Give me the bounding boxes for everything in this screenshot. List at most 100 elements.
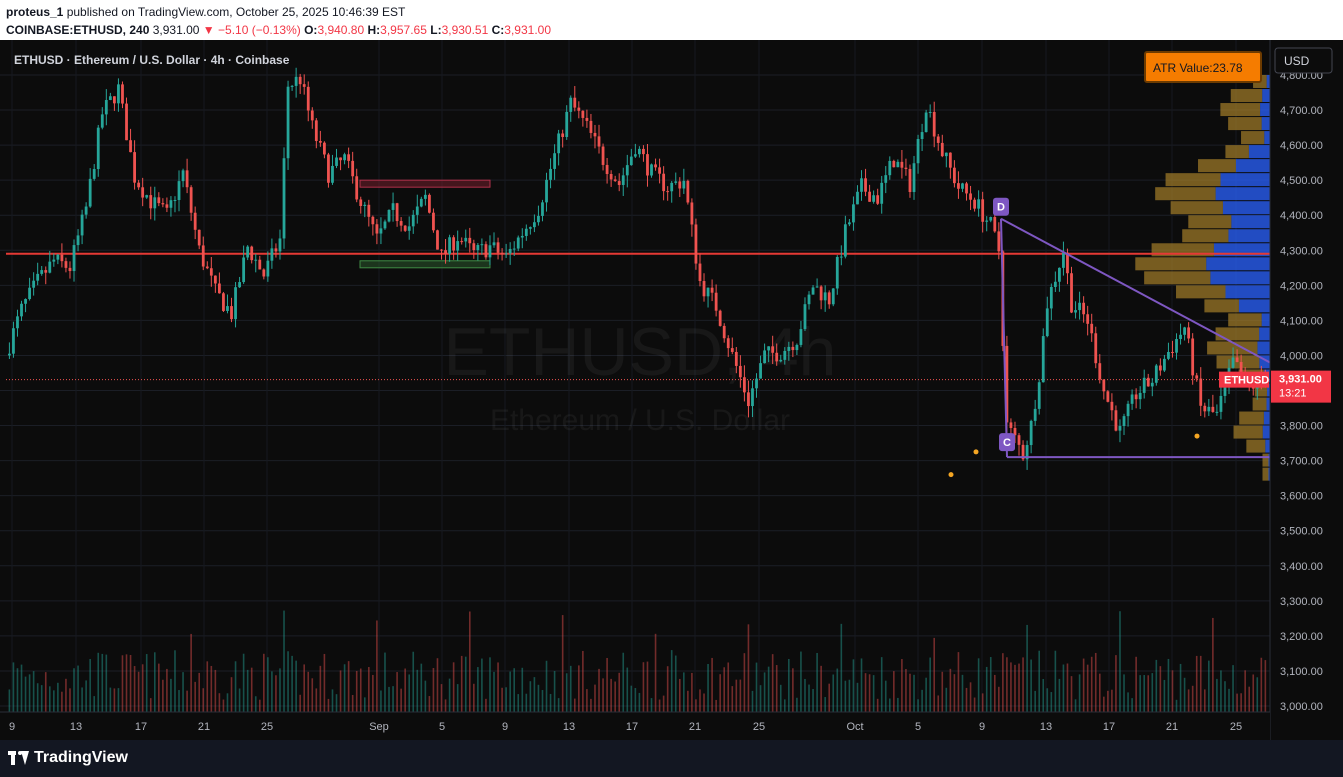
currency-button[interactable]	[1274, 47, 1333, 74]
volume-bar	[473, 683, 475, 712]
watermark-symbol: ETHUSD, 4h	[444, 314, 837, 390]
low-value: 3,930.51	[441, 23, 489, 37]
candle	[613, 179, 617, 182]
volume-bar	[1131, 698, 1133, 712]
volume-bar	[347, 661, 350, 712]
candle	[965, 183, 968, 194]
candle	[32, 280, 36, 288]
volume-bar	[1240, 693, 1242, 712]
volume-bar	[747, 624, 750, 712]
candle	[387, 209, 391, 222]
candle	[843, 224, 847, 257]
volume-bar	[1212, 617, 1214, 712]
candle	[80, 214, 84, 236]
volume-bar	[925, 677, 927, 712]
y-tick-label: 3,800.00	[1280, 421, 1323, 433]
volume-bar	[133, 666, 136, 712]
candle	[230, 306, 233, 320]
candle	[100, 114, 104, 128]
volume-bar	[460, 655, 463, 712]
candle	[1138, 392, 1142, 400]
profile-bar-down	[1230, 89, 1263, 103]
candle	[944, 152, 948, 157]
volume-bar	[271, 671, 273, 712]
volume-bar	[1260, 657, 1263, 712]
volume-bar	[565, 673, 568, 712]
candle	[44, 270, 48, 273]
volume-bar	[949, 668, 952, 712]
candle	[581, 110, 585, 118]
candle	[242, 257, 246, 283]
candle	[1090, 323, 1094, 334]
volume-bar	[218, 693, 221, 712]
candle	[165, 204, 169, 208]
time-axis[interactable]	[0, 712, 1270, 740]
x-tick-label: 17	[1103, 721, 1115, 733]
candle	[201, 245, 205, 267]
candlesticks[interactable]	[8, 67, 1267, 470]
candle	[153, 197, 157, 209]
currency-label[interactable]: USD	[1284, 54, 1310, 68]
volume-bar	[909, 673, 911, 712]
volume-bar	[1232, 665, 1234, 712]
candle	[28, 287, 31, 300]
candle	[593, 132, 597, 137]
candle	[803, 304, 807, 330]
chart-canvas[interactable]: ETHUSD, 4h Ethereum / U.S. Dollar DC 4,8…	[0, 40, 1343, 740]
candle	[197, 229, 201, 246]
candle	[250, 246, 254, 261]
candle	[1167, 351, 1170, 359]
candle	[1175, 338, 1178, 353]
volume-bar	[1143, 675, 1146, 712]
candle	[908, 168, 912, 193]
x-tick-label: 25	[1230, 721, 1242, 733]
volume-bar	[456, 684, 459, 712]
profile-bar-up	[1210, 271, 1270, 285]
candle	[428, 194, 431, 213]
profile-bar-down	[1176, 285, 1226, 299]
volume-bar	[158, 663, 160, 712]
volume-bar	[880, 657, 883, 712]
volume-bar	[1183, 677, 1186, 712]
triangle-pattern[interactable]: DC	[993, 197, 1271, 459]
candle	[460, 241, 464, 243]
volume-bar	[965, 687, 968, 712]
profile-bar-up	[1222, 201, 1270, 215]
candle	[977, 199, 981, 209]
candle	[1118, 426, 1122, 431]
volume-bar	[307, 671, 310, 712]
volume-bar	[93, 696, 96, 712]
y-tick-label: 4,000.00	[1280, 350, 1323, 362]
volume-bar	[711, 657, 713, 712]
volume-bar	[57, 682, 59, 712]
volume-bar	[121, 655, 124, 712]
pattern-d-label: D	[997, 202, 1005, 214]
volume-bar	[145, 654, 148, 712]
volume-bar	[24, 676, 27, 712]
candle	[597, 136, 601, 147]
volume-bar	[250, 667, 253, 712]
x-tick-label: 5	[915, 721, 921, 733]
author-name[interactable]: proteus_1	[6, 5, 64, 19]
volume-bar	[1014, 664, 1016, 712]
volume-bar	[731, 686, 734, 712]
y-tick-label: 3,100.00	[1280, 666, 1323, 678]
candle	[912, 163, 916, 193]
candle	[1211, 406, 1215, 412]
volume-bar	[283, 610, 285, 712]
volume-bar	[331, 689, 334, 712]
volume-bar	[69, 688, 71, 712]
volume-bar	[1050, 692, 1053, 712]
candle	[351, 160, 355, 177]
candle	[1215, 411, 1219, 413]
volume-bar	[533, 677, 536, 712]
candle	[314, 120, 318, 141]
x-tick-label: 5	[439, 721, 445, 733]
brand[interactable]: TradingView	[8, 749, 128, 767]
candle	[767, 346, 771, 351]
candle	[609, 173, 613, 180]
candle	[1074, 310, 1077, 313]
candle	[738, 365, 742, 378]
volume-bar	[412, 651, 415, 712]
